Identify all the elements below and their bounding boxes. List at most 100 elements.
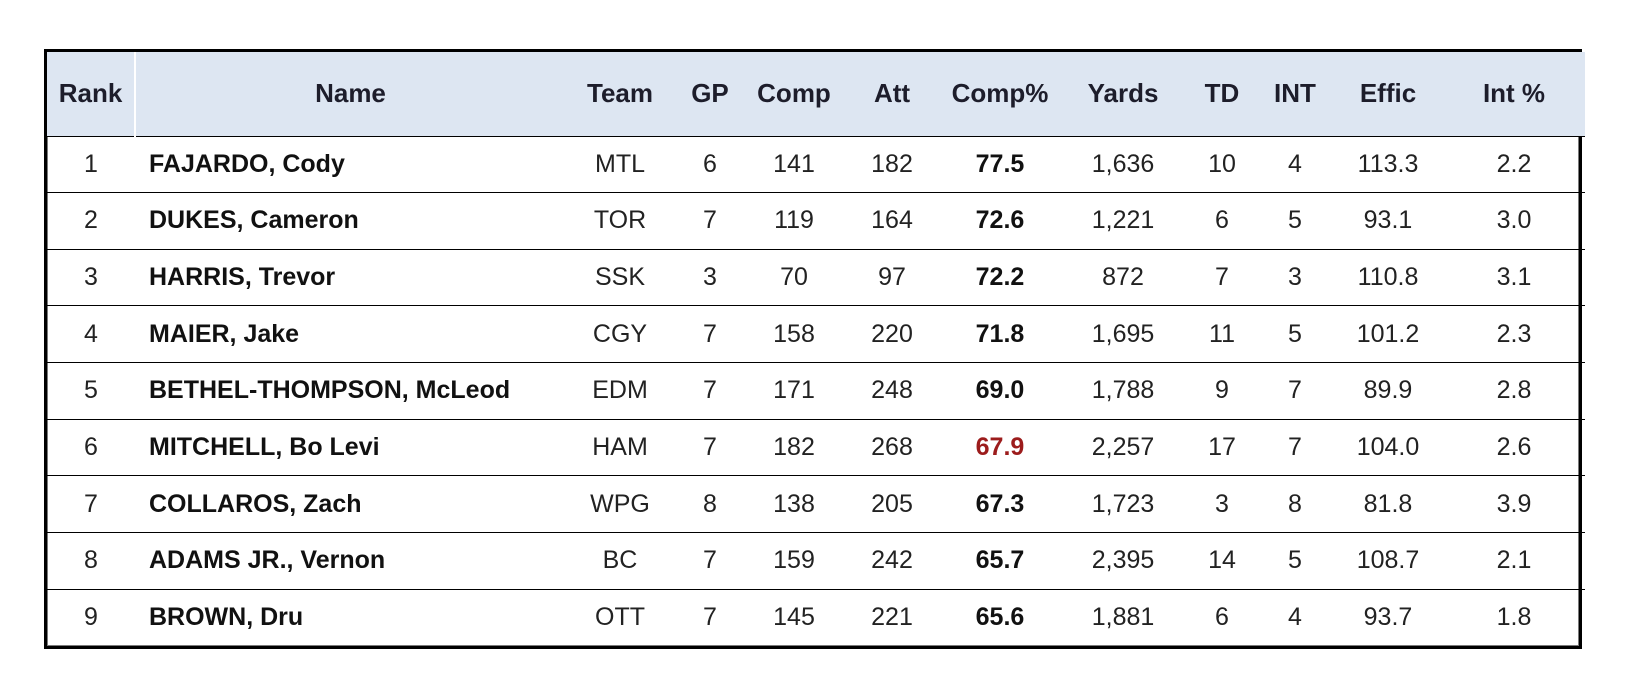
table-row: 9 BROWN, Dru OTT 7 145 221 65.6 1,881 6 4 93.7 1.8: [47, 589, 1585, 646]
cell-rank: 4: [84, 319, 98, 348]
cell-effic: 93.1: [1363, 206, 1413, 235]
table-row: 2 DUKES, Cameron TOR 7 119 164 72.6 1,221 6 5 93.1…: [47, 193, 1585, 250]
cell-comp: 182: [773, 433, 815, 462]
column-header-rank: Rank: [47, 52, 136, 137]
cell-yards: 2,395: [1091, 546, 1155, 575]
cell-td: 7: [1215, 263, 1229, 292]
cell-int: 4: [1288, 149, 1302, 178]
cell-int: 8: [1288, 489, 1302, 518]
cell-team: BC: [602, 546, 638, 575]
cell-team: HAM: [592, 433, 648, 462]
cell-rank: 1: [84, 149, 98, 178]
cell-att: 164: [871, 206, 913, 235]
column-header-comp-pct: Comp%: [941, 52, 1059, 137]
table-row: 7 COLLAROS, Zach WPG 8 138 205 67.3 1,723 3 8 81.8…: [47, 476, 1585, 533]
cell-yards: 872: [1102, 263, 1144, 292]
cell-name: FAJARDO, Cody: [149, 149, 345, 178]
table-row: 3 HARRIS, Trevor SSK 3 70 97 72.2 872 7 3 110.8 3.1: [47, 249, 1585, 306]
cell-int: 7: [1288, 376, 1302, 405]
cell-rank: 5: [84, 376, 98, 405]
cell-effic: 113.3: [1357, 149, 1419, 178]
table-row: 1 FAJARDO, Cody MTL 6 141 182 77.5 1,636 10 4 113.…: [47, 136, 1585, 193]
cell-comp: 159: [773, 546, 815, 575]
cell-team: EDM: [592, 376, 648, 405]
cell-name: ADAMS JR., Vernon: [149, 546, 386, 575]
cell-int-pct: 3.0: [1496, 206, 1532, 235]
cell-name: DUKES, Cameron: [149, 206, 359, 235]
cell-att: 97: [878, 263, 906, 292]
column-header-comp: Comp: [745, 52, 843, 137]
cell-gp: 7: [703, 319, 717, 348]
cell-comp-pct: 67.9: [975, 433, 1025, 462]
cell-rank: 8: [84, 546, 98, 575]
cell-effic: 110.8: [1357, 263, 1419, 292]
cell-effic: 93.7: [1363, 603, 1413, 632]
cell-gp: 7: [703, 376, 717, 405]
cell-int-pct: 2.2: [1496, 149, 1532, 178]
cell-team: MTL: [595, 149, 645, 178]
cell-yards: 1,723: [1091, 489, 1155, 518]
cell-gp: 8: [703, 489, 717, 518]
cell-int-pct: 2.3: [1496, 319, 1532, 348]
cell-comp-pct: 69.0: [975, 376, 1025, 405]
cell-name: MITCHELL, Bo Levi: [149, 433, 380, 462]
cell-yards: 1,881: [1091, 603, 1155, 632]
cell-gp: 7: [703, 433, 717, 462]
cell-yards: 2,257: [1091, 433, 1155, 462]
cell-name: HARRIS, Trevor: [149, 263, 336, 292]
cell-td: 14: [1208, 546, 1236, 575]
cell-team: SSK: [594, 263, 646, 292]
cell-gp: 6: [703, 149, 717, 178]
cell-comp: 119: [774, 206, 814, 235]
cell-yards: 1,788: [1091, 376, 1155, 405]
header-row: Rank Name Team GP Comp Att Comp% Yards T…: [47, 52, 1585, 137]
table-row: 5 BETHEL-THOMPSON, McLeod EDM 7 171 248 69.0 1,…: [47, 363, 1585, 420]
cell-comp-pct: 65.7: [975, 546, 1025, 575]
cell-td: 10: [1208, 149, 1236, 178]
cell-comp-pct: 77.5: [975, 149, 1025, 178]
column-header-team: Team: [565, 52, 675, 137]
column-header-int: INT: [1257, 52, 1333, 137]
cell-int-pct: 1.8: [1496, 603, 1532, 632]
cell-name: MAIER, Jake: [149, 319, 300, 348]
cell-rank: 3: [84, 263, 98, 292]
cell-int: 3: [1288, 263, 1302, 292]
cell-comp-pct: 67.3: [975, 489, 1025, 518]
cell-int-pct: 2.6: [1496, 433, 1532, 462]
cell-team: OTT: [595, 603, 645, 632]
cell-name: COLLAROS, Zach: [149, 489, 362, 518]
cell-name: BROWN, Dru: [149, 603, 304, 632]
cell-comp-pct: 72.2: [975, 263, 1025, 292]
cell-name: BETHEL-THOMPSON, McLeod: [149, 376, 511, 405]
cell-yards: 1,695: [1091, 319, 1155, 348]
column-header-effic: Effic: [1333, 52, 1443, 137]
column-header-att: Att: [843, 52, 941, 137]
cell-att: 182: [871, 149, 913, 178]
cell-att: 242: [871, 546, 913, 575]
column-header-yards: Yards: [1059, 52, 1187, 137]
cell-comp: 171: [773, 376, 815, 405]
cell-td: 9: [1215, 376, 1229, 405]
cell-gp: 7: [703, 603, 717, 632]
cell-att: 221: [871, 603, 913, 632]
column-header-int-pct: Int %: [1443, 52, 1585, 137]
cell-comp-pct: 72.6: [975, 206, 1025, 235]
cell-rank: 6: [84, 433, 98, 462]
cell-int-pct: 3.9: [1496, 489, 1532, 518]
passing-leaders-table: Rank Name Team GP Comp Att Comp% Yards T…: [44, 49, 1585, 649]
cell-team: WPG: [590, 489, 650, 518]
cell-rank: 7: [84, 489, 98, 518]
cell-gp: 7: [703, 206, 717, 235]
cell-int-pct: 3.1: [1496, 263, 1532, 292]
cell-att: 220: [871, 319, 913, 348]
cell-effic: 104.0: [1356, 433, 1420, 462]
stats-table: Rank Name Team GP Comp Att Comp% Yards T…: [47, 52, 1585, 646]
cell-int: 5: [1288, 319, 1302, 348]
cell-yards: 1,221: [1091, 206, 1155, 235]
cell-effic: 81.8: [1363, 489, 1413, 518]
cell-yards: 1,636: [1091, 149, 1155, 178]
cell-int-pct: 2.8: [1496, 376, 1532, 405]
cell-team: TOR: [593, 206, 647, 235]
cell-td: 11: [1209, 319, 1235, 348]
cell-int: 5: [1288, 546, 1302, 575]
